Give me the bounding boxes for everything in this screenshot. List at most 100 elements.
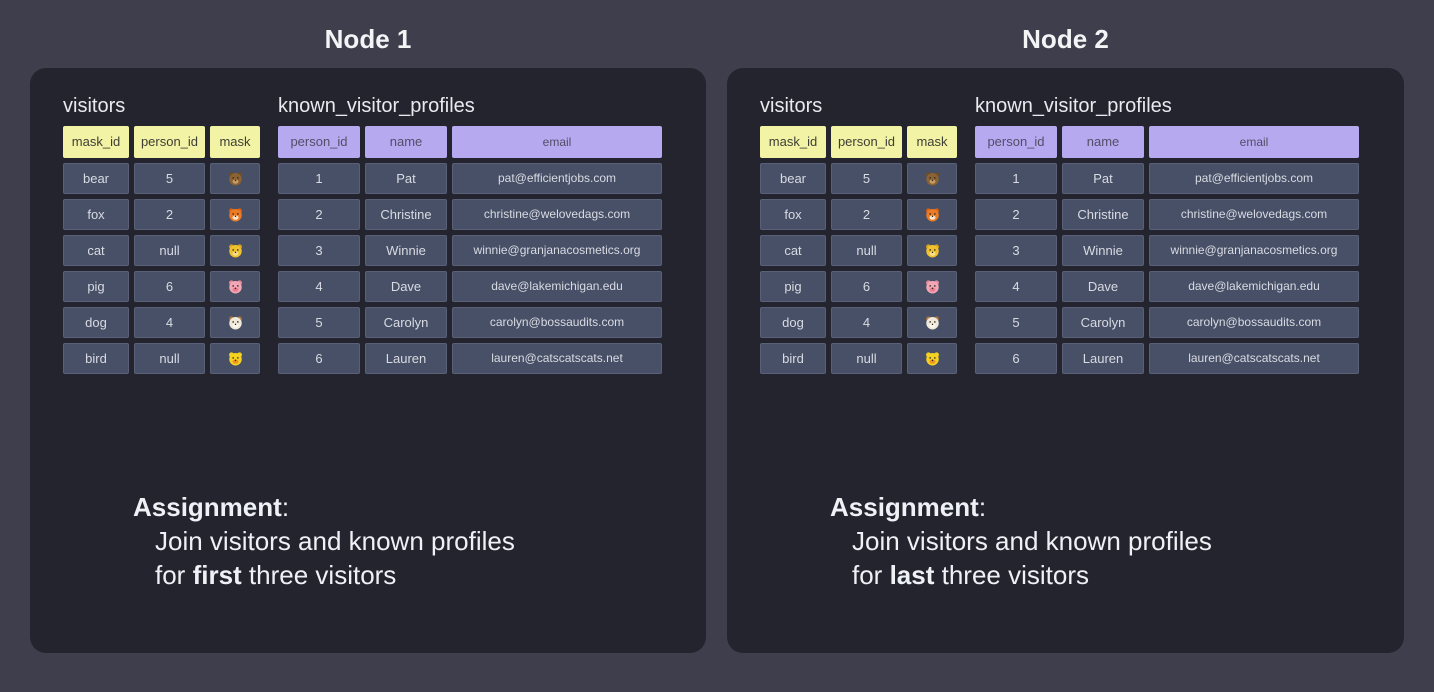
header-row: person_id name email [975,126,1359,158]
cell-email: winnie@granjanacosmetics.org [1149,235,1359,266]
assignment-body: Join visitors and known profiles for las… [852,524,1404,592]
cell-email: lauren@catscatscats.net [452,343,662,374]
node1-assignment: Assignment: Join visitors and known prof… [133,490,706,592]
cell-person_id: 5 [975,307,1057,338]
cell-name: Lauren [1062,343,1144,374]
cell-mask [907,307,957,338]
cat-face-icon [228,244,242,258]
table-row: 1 Pat pat@efficientjobs.com [975,163,1359,194]
node2-assignment: Assignment: Join visitors and known prof… [830,490,1404,592]
table-row: 5 Carolyn carolyn@bossaudits.com [278,307,662,338]
cell-person_id: 2 [975,199,1057,230]
dog-face-icon [228,316,242,330]
table-row: bear 5 [760,163,957,194]
table-row: dog 4 [760,307,957,338]
cell-person_id: 6 [831,271,902,302]
cell-person_id: 6 [975,343,1057,374]
assignment-line2-suffix: three visitors [241,560,397,590]
table-row: bear 5 [63,163,260,194]
table-title: visitors [760,95,823,117]
cell-mask_id: fox [760,199,826,230]
cell-person_id: 5 [134,163,205,194]
table-title: known_visitor_profiles [278,95,475,117]
cell-name: Carolyn [365,307,447,338]
table-row: 6 Lauren lauren@catscatscats.net [278,343,662,374]
header-row: mask_id person_id mask [760,126,957,158]
cell-email: pat@efficientjobs.com [1149,163,1359,194]
cell-email: carolyn@bossaudits.com [1149,307,1359,338]
cell-name: Pat [1062,163,1144,194]
known-visitor-profiles-table: known_visitor_profiles person_id name email… [278,94,662,379]
visitors-table: visitors mask_id person_id mask bear 5 fox 2 cat… [63,94,260,379]
column-header-person_id: person_id [831,126,902,158]
assignment-heading: Assignment: [830,490,1404,524]
header-row: person_id name email [278,126,662,158]
cell-email: winnie@granjanacosmetics.org [452,235,662,266]
cell-name: Christine [1062,199,1144,230]
cell-email: pat@efficientjobs.com [452,163,662,194]
cell-name: Dave [1062,271,1144,302]
cell-mask [210,163,260,194]
node1-panel: visitors mask_id person_id mask bear 5 fox 2 cat… [30,68,706,653]
cell-person_id: null [831,235,902,266]
cell-person_id: 6 [134,271,205,302]
table-row: fox 2 [63,199,260,230]
cell-name: Carolyn [1062,307,1144,338]
table-row: 3 Winnie winnie@granjanacosmetics.org [975,235,1359,266]
assignment-label: Assignment [133,492,282,522]
assignment-line2-bold: last [889,560,935,590]
assignment-label: Assignment [830,492,979,522]
cell-name: Winnie [1062,235,1144,266]
header-row: mask_id person_id mask [63,126,260,158]
table-row: pig 6 [63,271,260,302]
cell-person_id: null [134,343,205,374]
cell-name: Pat [365,163,447,194]
cell-mask_id: cat [63,235,129,266]
table-row: fox 2 [760,199,957,230]
assignment-line2: for last three visitors [852,558,1404,592]
column-header-email: email [452,126,662,158]
table-row: 2 Christine christine@welovedags.com [975,199,1359,230]
table-row: 4 Dave dave@lakemichigan.edu [278,271,662,302]
cell-person_id: 1 [278,163,360,194]
known-visitor-profiles-table: known_visitor_profiles person_id name email… [975,94,1359,379]
cell-mask [210,307,260,338]
node1-tables: visitors mask_id person_id mask bear 5 fox 2 cat… [63,94,706,379]
column-header-mask: mask [907,126,957,158]
cell-mask_id: cat [760,235,826,266]
column-header-name: name [1062,126,1144,158]
column-header-email: email [1149,126,1359,158]
node2-panel: visitors mask_id person_id mask bear 5 fox 2 cat… [727,68,1404,653]
column-header-mask: mask [210,126,260,158]
fox-face-icon [925,208,939,222]
cell-person_id: 2 [831,199,902,230]
table-row: cat null [63,235,260,266]
assignment-line1: Join visitors and known profiles [155,526,515,556]
cell-person_id: 6 [278,343,360,374]
cell-mask [907,235,957,266]
column-header-person_id: person_id [134,126,205,158]
cell-person_id: 1 [975,163,1057,194]
table-row: cat null [760,235,957,266]
column-header-person_id: person_id [278,126,360,158]
assignment-line2-bold: first [192,560,242,590]
table-row: 1 Pat pat@efficientjobs.com [278,163,662,194]
cell-mask_id: bird [760,343,826,374]
pig-face-icon [228,280,242,294]
cell-mask_id: bird [63,343,129,374]
column-header-mask_id: mask_id [63,126,129,158]
bear-face-icon [925,172,939,186]
cell-mask_id: fox [63,199,129,230]
cell-mask_id: bear [760,163,826,194]
assignment-colon: : [978,492,987,522]
assignment-line2: for first three visitors [155,558,706,592]
table-title: known_visitor_profiles [975,95,1172,117]
fox-face-icon [228,208,242,222]
assignment-colon: : [281,492,290,522]
cell-mask [907,271,957,302]
cell-mask [907,343,957,374]
cell-person_id: null [831,343,902,374]
cell-mask [210,199,260,230]
bird-face-icon [228,352,242,366]
cell-mask_id: bear [63,163,129,194]
